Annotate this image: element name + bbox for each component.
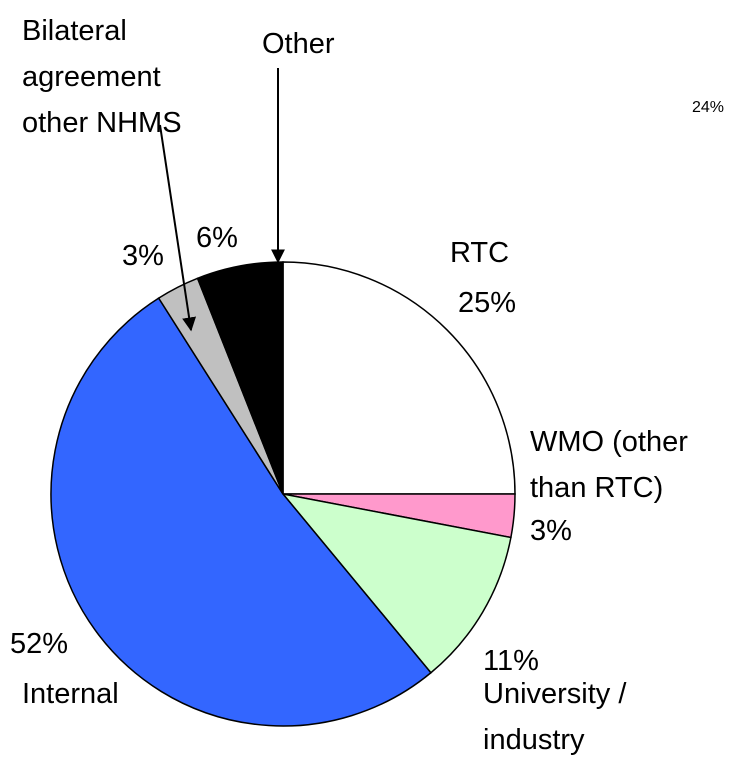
label-line: RTC xyxy=(450,237,509,269)
label-line: industry xyxy=(483,724,585,756)
label-line: Other xyxy=(262,28,335,60)
label-line: WMO (other xyxy=(530,426,696,458)
value-label: 11% xyxy=(483,645,539,677)
slice-label: RTC xyxy=(450,237,509,269)
pie-slice xyxy=(281,492,512,674)
label-line: agreement xyxy=(22,61,169,93)
pie xyxy=(50,261,516,727)
slice-label: WMO (other than RTC) xyxy=(530,426,696,504)
slice-label: Other xyxy=(262,28,335,60)
label-line: University / xyxy=(483,678,634,710)
value-label: 25% xyxy=(458,287,516,319)
slice-label: Internal xyxy=(22,678,119,710)
value-label: 52% xyxy=(10,628,68,660)
label-line: than RTC) xyxy=(530,472,663,504)
leader-arrow xyxy=(159,124,197,332)
annotation: 24% xyxy=(692,99,724,116)
slice-label: University / industry xyxy=(483,678,634,756)
value-label: 3% xyxy=(122,240,164,272)
value-label: 3% xyxy=(530,515,572,547)
pie-slice xyxy=(50,297,432,727)
label-line: Bilateral xyxy=(22,15,135,47)
label-line: other NHMS xyxy=(22,107,182,139)
slice-label: Bilateral agreement other NHMS xyxy=(22,15,182,139)
pie-slice xyxy=(282,261,516,495)
label-line: Internal xyxy=(22,678,119,710)
value-label: 6% xyxy=(196,222,238,254)
